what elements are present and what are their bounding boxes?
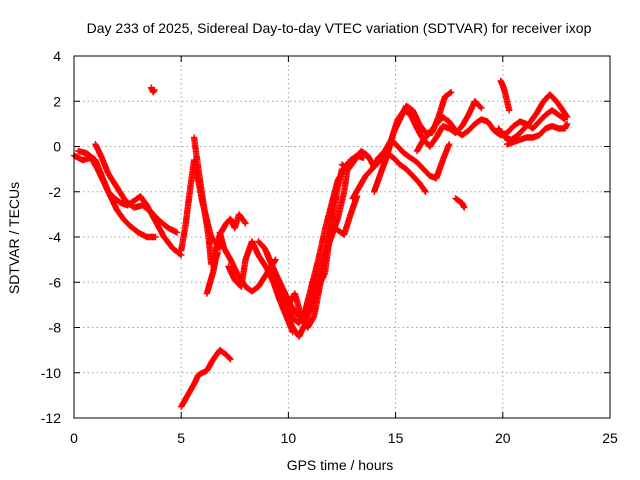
data-point-markers bbox=[381, 98, 485, 166]
series-arc-19 bbox=[381, 98, 485, 166]
y-axis-label: SDTVAR / TECUs bbox=[6, 182, 22, 294]
y-tick-label: -12 bbox=[41, 410, 61, 426]
series-arc-24 bbox=[452, 195, 468, 211]
y-tick-label: 4 bbox=[53, 48, 61, 64]
chart-title: Day 233 of 2025, Sidereal Day-to-day VTE… bbox=[87, 20, 592, 36]
data-point-markers bbox=[223, 211, 249, 232]
axis-ticks: 0 5 10 15 20 25 -12 -10 -8 -6 -4 -2 0 2 4 bbox=[41, 48, 618, 446]
series-arc-23 bbox=[503, 120, 571, 148]
series-arc-3 bbox=[92, 141, 181, 236]
x-tick-label: 15 bbox=[388, 430, 404, 446]
series-arc-11 bbox=[223, 211, 249, 232]
y-tick-label: -2 bbox=[49, 184, 62, 200]
series-arc-18 bbox=[371, 89, 455, 195]
data-point-markers bbox=[203, 249, 221, 297]
series-arc-21 bbox=[497, 77, 513, 114]
data-point-markers bbox=[349, 136, 453, 202]
y-tick-label: 2 bbox=[53, 93, 61, 109]
grid bbox=[74, 56, 610, 418]
data-point-markers bbox=[148, 84, 158, 96]
x-tick-label: 0 bbox=[70, 430, 78, 446]
data-point-markers bbox=[497, 77, 513, 114]
data-point-markers bbox=[413, 107, 569, 155]
y-tick-label: -8 bbox=[49, 320, 62, 336]
x-tick-label: 10 bbox=[281, 430, 297, 446]
series-arc-20 bbox=[413, 107, 569, 155]
series-arc-17 bbox=[349, 136, 453, 202]
data-point-markers bbox=[503, 120, 571, 148]
y-tick-label: -6 bbox=[49, 274, 62, 290]
series-arc-8 bbox=[203, 249, 221, 297]
data-point-markers bbox=[92, 141, 181, 236]
data-point-markers bbox=[495, 91, 571, 143]
series-arc-6 bbox=[148, 84, 158, 96]
x-axis-label: GPS time / hours bbox=[287, 457, 394, 473]
y-tick-label: -4 bbox=[49, 229, 62, 245]
data-marks bbox=[70, 77, 571, 410]
series-arc-15 bbox=[285, 193, 361, 331]
data-point-markers bbox=[452, 195, 468, 211]
x-tick-label: 25 bbox=[602, 430, 618, 446]
data-point-markers bbox=[178, 346, 234, 410]
data-point-markers bbox=[371, 89, 455, 195]
y-tick-label: -10 bbox=[41, 365, 61, 381]
x-tick-label: 20 bbox=[495, 430, 511, 446]
series-arc-22 bbox=[495, 91, 571, 143]
x-tick-label: 5 bbox=[177, 430, 185, 446]
data-point-markers bbox=[285, 193, 361, 331]
series-arc-5 bbox=[178, 346, 234, 410]
y-tick-label: 0 bbox=[53, 139, 61, 155]
